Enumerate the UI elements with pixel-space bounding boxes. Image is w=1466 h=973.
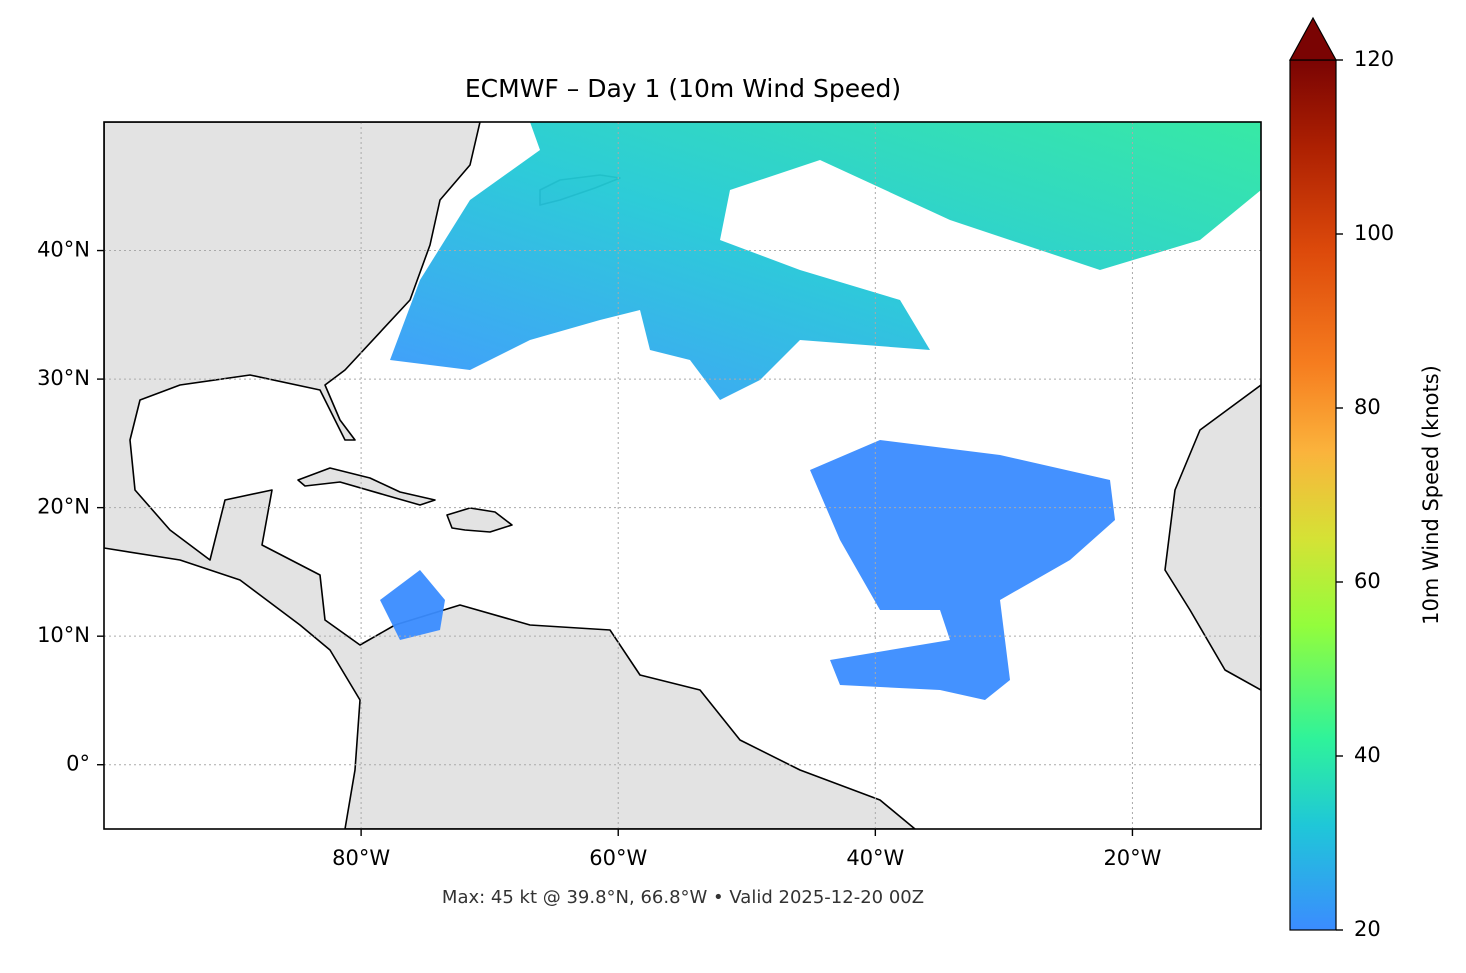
americas bbox=[104, 122, 916, 829]
colorbar-tick-label: 20 bbox=[1354, 917, 1381, 941]
y-tick-label: 30°N bbox=[37, 366, 90, 390]
cuba bbox=[297, 467, 436, 506]
colorbar-scale bbox=[1289, 59, 1337, 931]
colorbar-label: 10m Wind Speed (knots) bbox=[1419, 365, 1443, 625]
x-tick-label: 80°W bbox=[332, 846, 390, 870]
wind-patch bbox=[380, 570, 445, 640]
map-area bbox=[104, 122, 1261, 829]
colorbar: 10m Wind Speed (knots) bbox=[1288, 16, 1443, 931]
colorbar-tick-label: 100 bbox=[1354, 221, 1394, 245]
x-tick-label: 60°W bbox=[589, 846, 647, 870]
y-tick-label: 40°N bbox=[37, 238, 90, 262]
y-tick-label: 20°N bbox=[37, 495, 90, 519]
colorbar-tick-label: 60 bbox=[1354, 569, 1381, 593]
wind-field bbox=[380, 122, 1261, 700]
colorbar-tick-label: 80 bbox=[1354, 395, 1381, 419]
wind-patch bbox=[810, 440, 1115, 700]
colorbar-tick-label: 120 bbox=[1354, 47, 1394, 71]
y-tick-label: 0° bbox=[66, 752, 90, 776]
map-frame bbox=[103, 121, 1262, 830]
colorbar-extend bbox=[1288, 16, 1338, 61]
y-tick-label: 10°N bbox=[37, 623, 90, 647]
caption: Max: 45 kt @ 39.8°N, 66.8°W • Valid 2025… bbox=[442, 887, 924, 908]
x-tick-label: 20°W bbox=[1103, 846, 1161, 870]
x-tick-label: 40°W bbox=[846, 846, 904, 870]
colorbar-tick-label: 40 bbox=[1354, 743, 1381, 767]
wind-patch bbox=[390, 122, 1261, 400]
hispaniola bbox=[446, 507, 513, 533]
chart-title: ECMWF – Day 1 (10m Wind Speed) bbox=[465, 74, 901, 103]
africa bbox=[1164, 384, 1261, 691]
